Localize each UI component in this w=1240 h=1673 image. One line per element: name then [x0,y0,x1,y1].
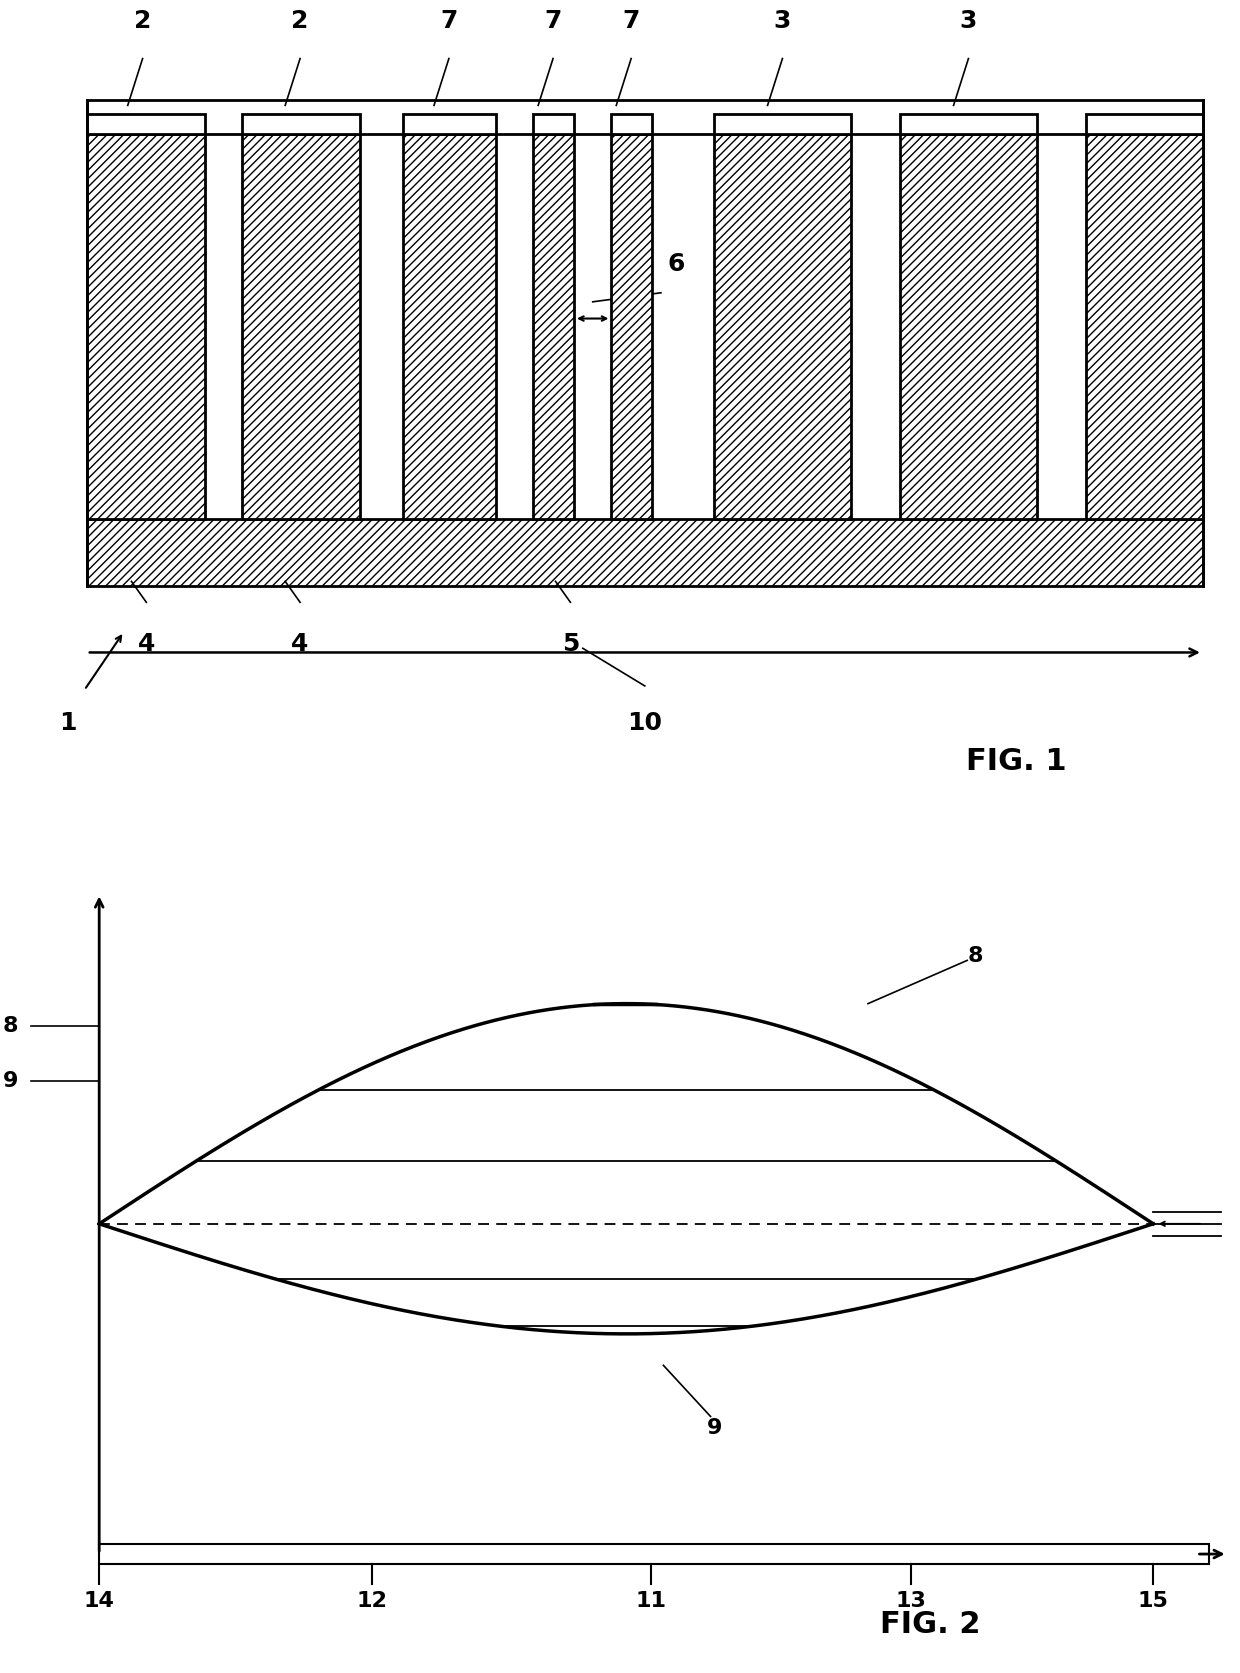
Bar [99,1544,1209,1564]
Text: FIG. 1: FIG. 1 [966,746,1068,776]
Text: 5: 5 [562,631,579,656]
Text: 6: 6 [667,253,684,276]
Bar [533,114,574,134]
Text: 1: 1 [60,711,77,734]
Bar [533,134,574,519]
Bar [714,114,851,134]
Bar [1086,134,1203,519]
Text: 8: 8 [2,1016,19,1036]
Text: 15: 15 [1138,1591,1168,1611]
Bar [403,114,496,134]
Text: 4: 4 [291,631,309,656]
Text: 7: 7 [440,10,458,33]
Bar [87,134,205,519]
Text: 11: 11 [635,1591,667,1611]
Bar [242,134,360,519]
Text: 13: 13 [897,1591,926,1611]
Text: 12: 12 [357,1591,387,1611]
Text: FIG. 2: FIG. 2 [879,1611,981,1640]
Text: 3: 3 [774,10,791,33]
Bar [403,134,496,519]
Text: 7: 7 [622,10,640,33]
Bar [87,114,205,134]
Bar [900,134,1037,519]
Bar [611,114,652,134]
Text: 8: 8 [967,947,982,967]
Bar [900,114,1037,134]
Text: 4: 4 [138,631,155,656]
Text: 9: 9 [4,1071,19,1091]
Bar [87,519,1203,586]
Text: 3: 3 [960,10,977,33]
Text: 14: 14 [84,1591,114,1611]
Bar [242,114,360,134]
Bar [87,100,1203,134]
Text: 10: 10 [627,711,662,734]
Bar [1086,114,1203,134]
Bar [611,134,652,519]
Bar [714,134,851,519]
Text: 9: 9 [707,1419,722,1439]
Text: 2: 2 [291,10,309,33]
Text: 7: 7 [544,10,562,33]
Text: 2: 2 [134,10,151,33]
